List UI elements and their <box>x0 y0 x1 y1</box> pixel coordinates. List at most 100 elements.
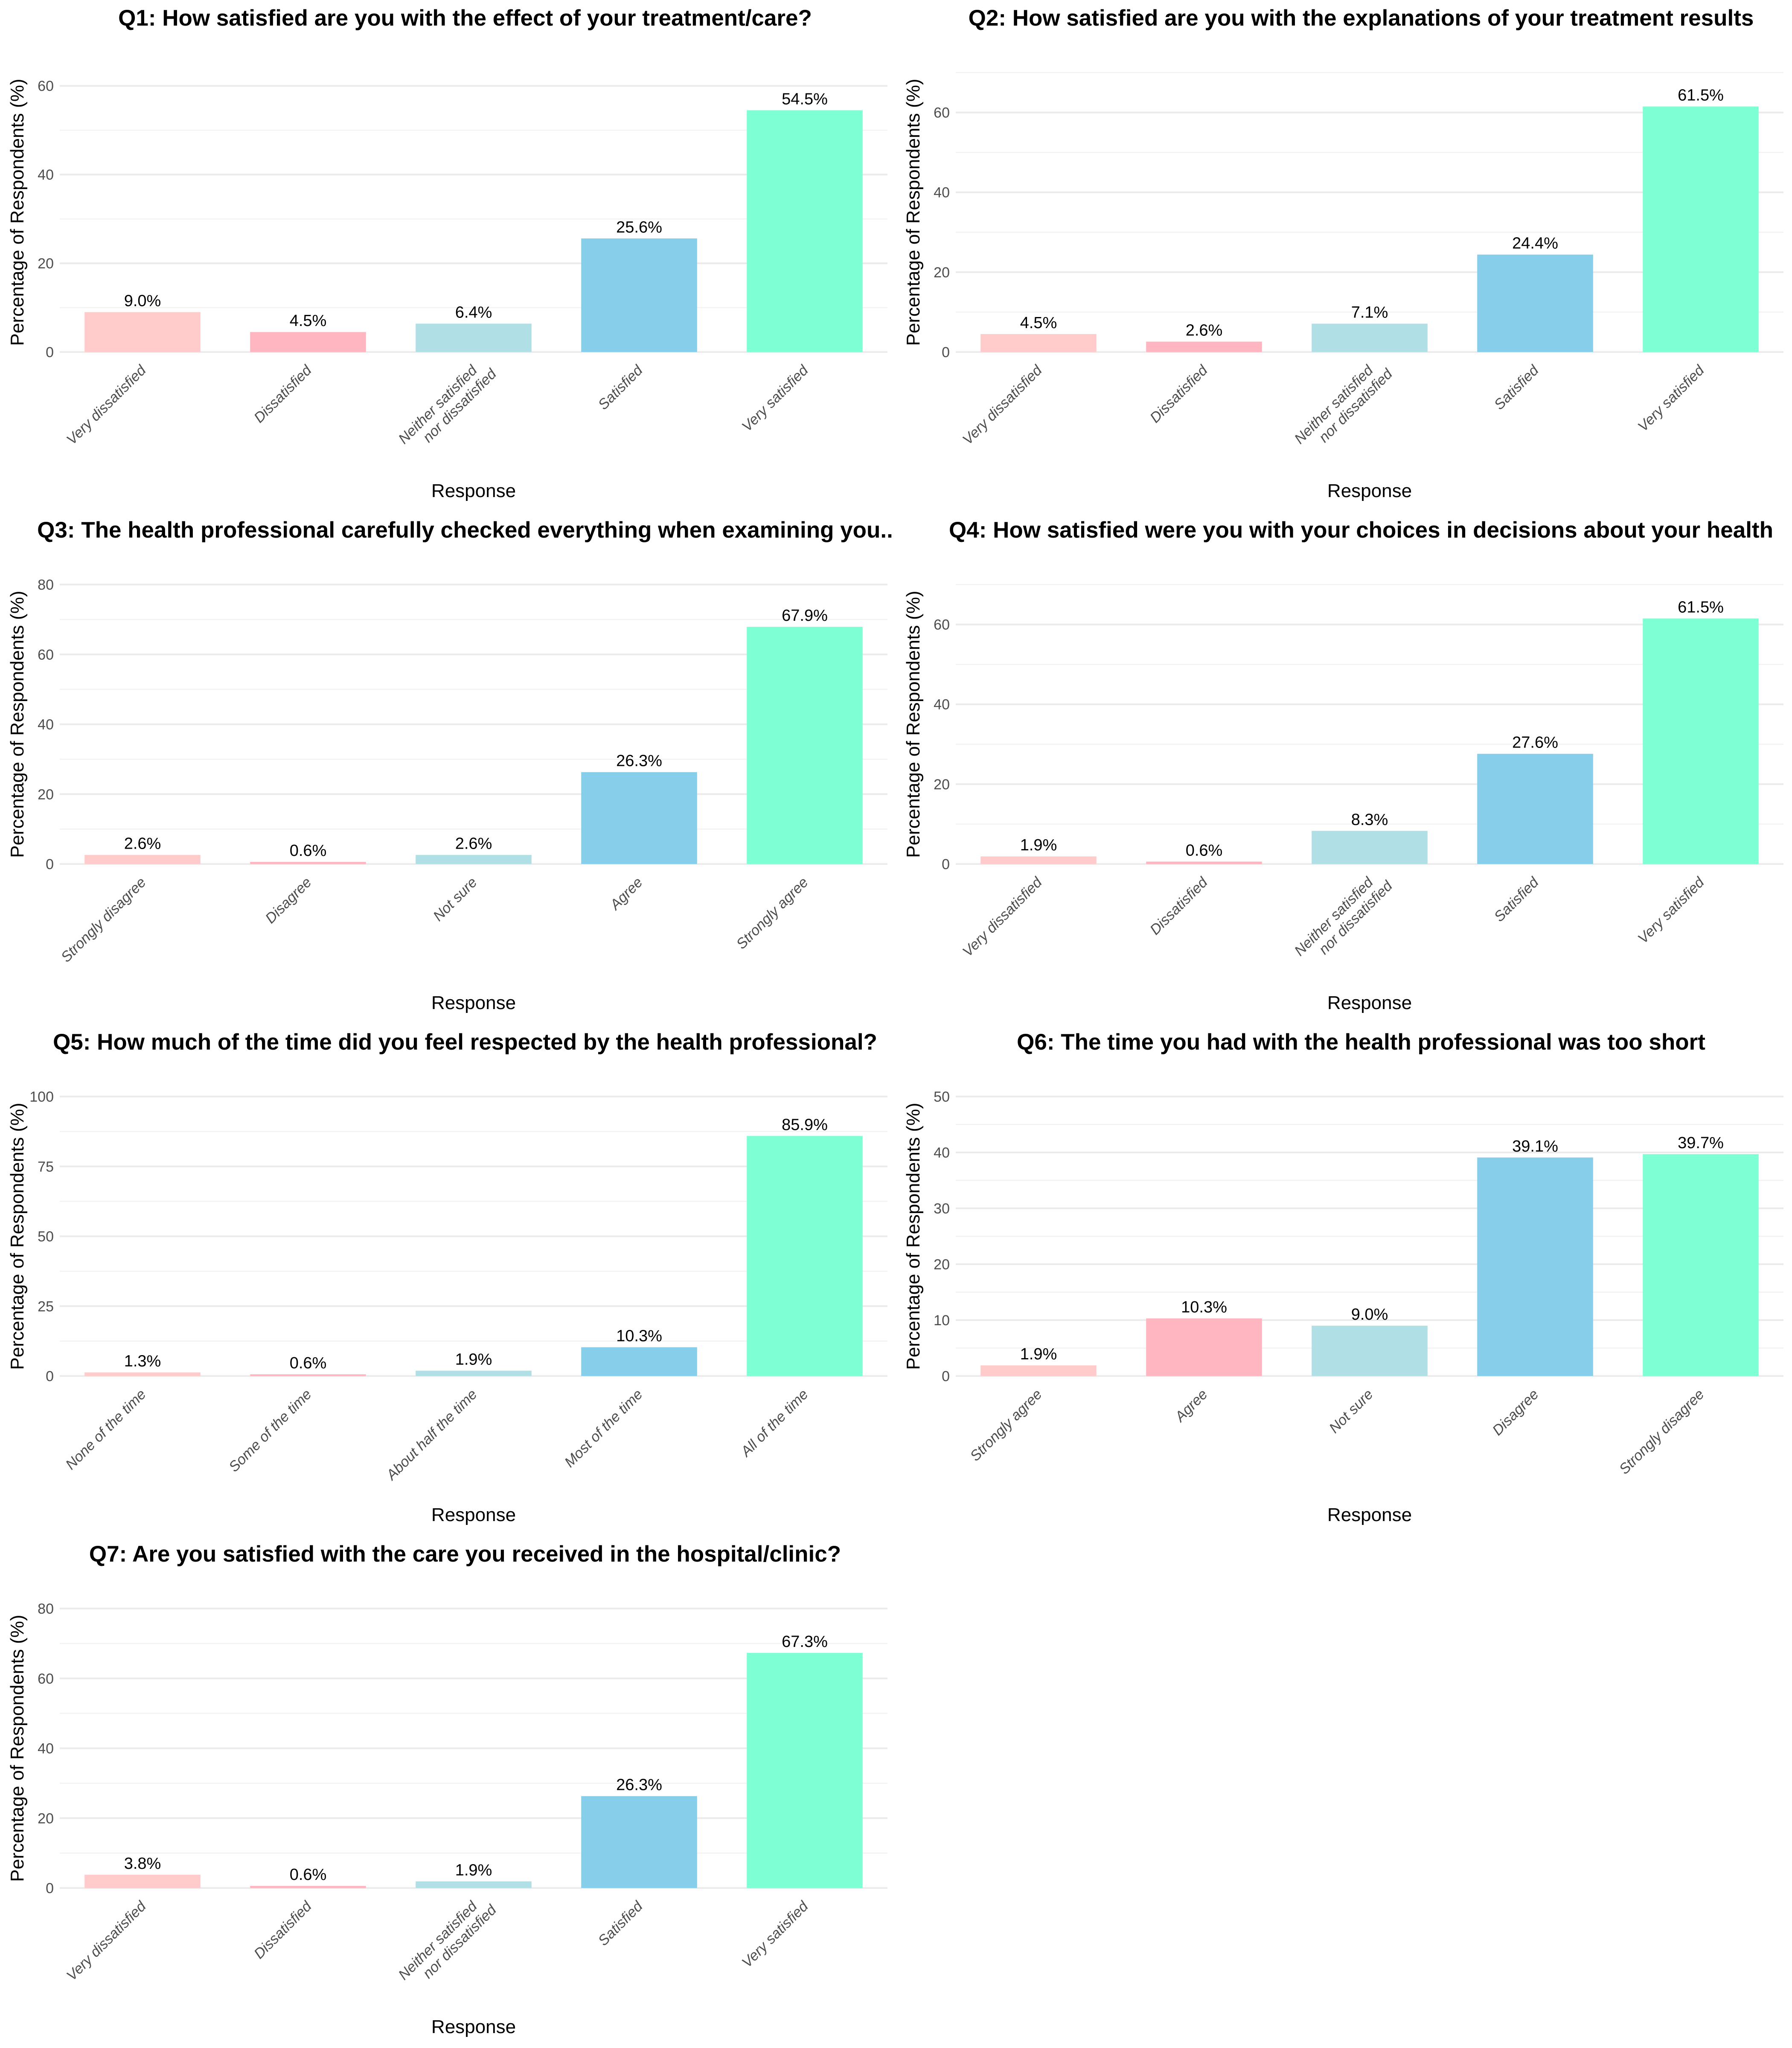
data-label: 2.6% <box>124 835 161 853</box>
data-label: 61.5% <box>1678 87 1724 105</box>
data-label: 8.3% <box>1351 811 1388 829</box>
data-label: 1.3% <box>124 1352 161 1370</box>
y-tick-label: 0 <box>46 1880 54 1897</box>
bar-about-half-the-time <box>416 1370 532 1376</box>
chart-panel-q5: 0 25 50 75 100 1.3% None of the time 0.6% Some o… <box>0 1024 896 1536</box>
bar-very-dissatisfied <box>980 334 1097 352</box>
x-tick-label: Very satisfied <box>739 362 812 435</box>
data-label: 85.9% <box>782 1116 828 1134</box>
data-label: 26.3% <box>616 1776 662 1794</box>
data-label: 9.0% <box>1351 1306 1388 1324</box>
bar-very-satisfied <box>1643 618 1759 864</box>
y-tick-label: 80 <box>38 1601 54 1617</box>
bar-very-dissatisfied <box>84 1874 201 1888</box>
x-tick-label: Strongly agree <box>733 874 811 952</box>
y-tick-label: 75 <box>38 1159 54 1175</box>
x-tick-label: About half the time <box>383 1386 480 1484</box>
data-label: 24.4% <box>1512 235 1558 253</box>
x-tick-label-line: Disagree <box>1489 1386 1542 1439</box>
bar-very-satisfied <box>1643 106 1759 352</box>
bar-all-of-the-time <box>747 1136 863 1376</box>
y-tick-label: 60 <box>934 105 950 121</box>
y-tick-label: 20 <box>934 1257 950 1273</box>
y-tick-label: 0 <box>942 1368 950 1385</box>
x-tick-label-line: None of the time <box>62 1386 149 1473</box>
chart-title: Q2: How satisfied are you with the expla… <box>969 6 1754 31</box>
x-tick-label: Strongly disagree <box>58 874 149 966</box>
x-tick-label-line: Disagree <box>262 874 315 927</box>
bar-satisfied <box>581 1796 697 1888</box>
y-tick-label: 0 <box>46 1368 54 1385</box>
y-axis-title: Percentage of Respondents (%) <box>7 591 28 858</box>
x-tick-label: Dissatisfied <box>251 362 315 426</box>
bar-dissatisfied <box>1146 341 1262 352</box>
x-tick-label-line: Agree <box>1171 1386 1210 1425</box>
bar-neither-satisfied-nor-dissatisfied <box>416 1881 532 1888</box>
chart-title: Q5: How much of the time did you feel re… <box>53 1030 877 1055</box>
x-tick-label-line: Very satisfied <box>1635 874 1708 947</box>
y-tick-label: 20 <box>38 1810 54 1827</box>
data-label: 26.3% <box>616 752 662 770</box>
x-tick-label-line: Satisfied <box>595 362 646 413</box>
data-label: 0.6% <box>290 1866 327 1884</box>
y-axis-title: Percentage of Respondents (%) <box>7 1615 28 1882</box>
data-label: 9.0% <box>124 292 161 310</box>
x-tick-label: Not sure <box>1326 1386 1376 1437</box>
data-label: 0.6% <box>290 1354 327 1372</box>
bar-chart-q4: 0 20 40 60 1.9% Very dissatisfied 0.6% Dissatis… <box>903 518 1783 1013</box>
bar-strongly-agree <box>747 627 863 864</box>
bar-disagree <box>1477 1157 1593 1376</box>
data-label: 3.8% <box>124 1855 161 1873</box>
y-tick-label: 80 <box>38 577 54 593</box>
chart-title: Q3: The health professional carefully ch… <box>37 518 893 543</box>
bar-not-sure <box>1312 1326 1428 1376</box>
bar-chart-q3: 0 20 40 60 80 2.6% Strongly disagree 0.6% Disagr… <box>7 518 893 1013</box>
bar-chart-q1: 0 20 40 60 9.0% Very dissatisfied 4.5% Dissatis… <box>7 6 887 501</box>
x-tick-label-line: Satisfied <box>1491 362 1542 413</box>
bar-disagree <box>250 862 366 864</box>
bar-strongly-disagree <box>1643 1154 1759 1376</box>
data-label: 10.3% <box>1181 1298 1227 1316</box>
x-axis-title: Response <box>431 992 516 1013</box>
y-tick-label: 20 <box>934 265 950 281</box>
bar-very-satisfied <box>747 1652 863 1888</box>
x-tick-label: Dissatisfied <box>251 1898 315 1962</box>
x-tick-label-line: Very satisfied <box>739 1898 812 1971</box>
x-tick-label: Some of the time <box>226 1386 315 1475</box>
x-tick-label: Very dissatisfied <box>64 1898 150 1984</box>
bar-neither-satisfied-nor-dissatisfied <box>416 323 532 352</box>
data-label: 54.5% <box>782 90 828 108</box>
x-tick-label-line: Strongly disagree <box>1616 1386 1708 1478</box>
x-axis-title: Response <box>431 2016 516 2037</box>
x-tick-label-line: Dissatisfied <box>1147 362 1211 426</box>
data-label: 2.6% <box>1186 322 1223 340</box>
x-tick-label: Very satisfied <box>1635 362 1708 435</box>
x-tick-label: Very satisfied <box>739 1898 812 1971</box>
bar-dissatisfied <box>250 1886 366 1888</box>
x-axis-title: Response <box>1327 1504 1412 1525</box>
bar-agree <box>581 772 697 864</box>
x-tick-label: Dissatisfied <box>1147 874 1211 938</box>
x-axis-title: Response <box>431 1504 516 1525</box>
x-tick-label-line: Very dissatisfied <box>960 362 1046 448</box>
y-tick-label: 100 <box>29 1089 54 1105</box>
x-tick-label: Disagree <box>1489 1386 1542 1439</box>
x-tick-label: All of the time <box>737 1386 812 1460</box>
x-tick-label-line: Strongly agree <box>733 874 811 952</box>
x-tick-label-line: All of the time <box>737 1386 812 1460</box>
x-tick-label: Not sure <box>430 874 480 925</box>
x-tick-label: Very satisfied <box>1635 874 1708 947</box>
x-tick-label-line: Very dissatisfied <box>960 874 1046 960</box>
data-label: 27.6% <box>1512 734 1558 752</box>
x-tick-label: Disagree <box>262 874 315 927</box>
y-tick-label: 60 <box>38 647 54 663</box>
y-axis-title: Percentage of Respondents (%) <box>903 79 924 346</box>
x-tick-label: Most of the time <box>561 1386 646 1471</box>
bar-strongly-disagree <box>84 855 201 864</box>
x-tick-label: Satisfied <box>595 362 646 413</box>
y-tick-label: 20 <box>38 786 54 803</box>
data-label: 1.9% <box>1020 836 1057 854</box>
y-tick-label: 50 <box>934 1089 950 1105</box>
